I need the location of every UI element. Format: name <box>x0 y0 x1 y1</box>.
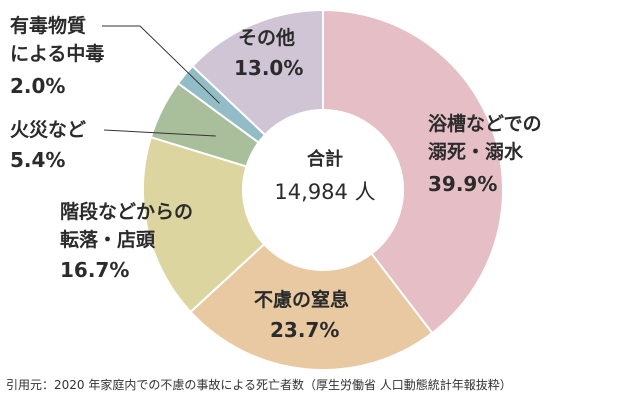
slice-label-choking: 不慮の窒息 <box>254 289 350 311</box>
center-label: 合計 <box>307 149 343 170</box>
slice-value-bath-drowning: 39.9% <box>428 172 498 196</box>
slice-falls <box>142 135 266 314</box>
source-footnote: 引用元：2020 年家庭内での不慮の事故による死亡者数（厚生労働省 人口動態統計… <box>6 378 512 392</box>
slice-choking <box>189 242 434 371</box>
slice-value-fire: 5.4% <box>10 148 66 172</box>
slice-value-falls: 16.7% <box>60 258 130 282</box>
slice-value-poisoning: 2.0% <box>10 74 66 98</box>
slice-other <box>191 8 324 137</box>
slice-label-other: その他 <box>238 27 296 49</box>
slice-value-choking: 23.7% <box>270 318 340 342</box>
slice-label-falls-line1: 階段などからの <box>60 201 194 223</box>
leader-line-poisoning <box>102 25 220 104</box>
slice-label-bath-drowning-line2: 溺死・溺水 <box>428 141 524 163</box>
leader-line-fire <box>103 129 216 137</box>
slice-label-poisoning-line1: 有毒物質 <box>10 15 87 37</box>
slice-value-other: 13.0% <box>234 56 304 80</box>
slice-label-falls-line2: 転落・店頭 <box>60 229 156 251</box>
slice-label-fire: 火災など <box>10 119 87 141</box>
slice-label-poisoning-line2: による中毒 <box>10 43 105 65</box>
center-total: 14,984 人 <box>274 180 376 204</box>
slice-bath-drowning <box>322 8 504 335</box>
slice-label-bath-drowning-line1: 浴槽などでの <box>428 113 542 135</box>
